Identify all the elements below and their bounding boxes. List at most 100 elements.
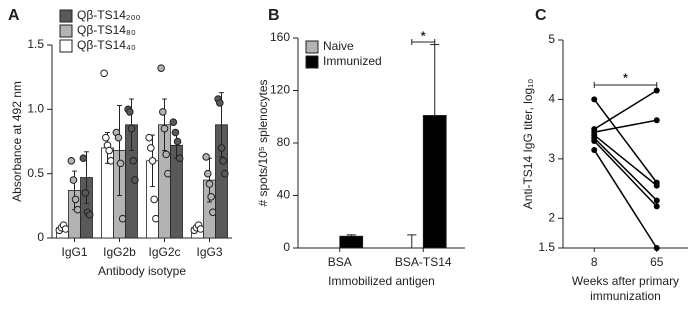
data-point: [217, 144, 226, 152]
x-tick-label: IgG2c: [148, 245, 180, 259]
line: [593, 89, 658, 130]
significance-label: *: [421, 29, 426, 43]
data-point: [126, 108, 134, 116]
x-tick-label: IgG2b: [103, 245, 136, 259]
y-tick-label: 0: [37, 230, 44, 244]
legend-label: Naive: [323, 39, 354, 53]
y-tick-label: 1.0: [27, 102, 44, 116]
data-point: [127, 124, 136, 133]
y-tick-label: 0.5: [27, 166, 44, 180]
line: [593, 140, 658, 207]
legend-swatch: [305, 55, 319, 69]
data-point: [100, 69, 108, 78]
data-point: [169, 118, 178, 126]
bar: [422, 115, 447, 249]
data-point: [105, 146, 113, 155]
line: [593, 134, 658, 187]
data-point: [81, 189, 90, 197]
bar: [339, 235, 364, 249]
y-tick-label: 4: [548, 92, 555, 106]
data-point: [73, 205, 82, 214]
data-point: [653, 87, 660, 94]
data-point: [118, 214, 127, 223]
y-axis-label: # spots/10⁵ splenocytes: [256, 79, 270, 206]
data-point: [116, 159, 125, 168]
x-axis-label: Weeks after primary: [572, 274, 679, 288]
legend-swatch: [305, 40, 319, 54]
legend-swatch: [59, 9, 73, 23]
y-axis-label: Anti-TS14 IgG titer, log₁₀: [521, 79, 535, 209]
y-tick-label: 5: [548, 32, 555, 46]
data-point: [102, 133, 110, 142]
data-point: [221, 169, 229, 178]
y-tick-label: 120: [270, 83, 290, 97]
data-point: [171, 128, 180, 137]
data-point: [147, 144, 155, 152]
x-axis-label: Antibody isotype: [98, 264, 186, 278]
data-point: [71, 195, 80, 204]
data-point: [148, 157, 157, 165]
legend-swatch: [59, 39, 73, 53]
data-point: [145, 133, 153, 142]
data-point: [653, 203, 660, 210]
panel-label: C: [535, 7, 547, 24]
y-tick-label: 1.5: [538, 240, 555, 254]
y-tick-label: 160: [270, 30, 290, 44]
y-tick-label: 40: [277, 188, 291, 202]
data-point: [653, 245, 660, 251]
data-point: [129, 157, 137, 165]
panel-label: A: [8, 7, 20, 24]
data-point: [67, 157, 76, 165]
data-point: [653, 182, 660, 189]
data-point: [591, 146, 598, 153]
data-point: [79, 154, 88, 163]
data-point: [653, 117, 660, 124]
x-axis-label: immunization: [590, 289, 661, 303]
y-tick-label: 2: [548, 210, 555, 224]
legend-label: Qβ-TS14₂₀₀: [77, 8, 141, 22]
line: [593, 137, 658, 201]
x-tick-label: IgG1: [61, 245, 87, 259]
data-point: [61, 225, 70, 233]
data-point: [205, 180, 214, 188]
data-point: [591, 96, 598, 103]
data-point: [202, 153, 210, 161]
line: [593, 98, 658, 184]
data-point: [204, 169, 212, 178]
x-tick-label: BSA-TS14: [395, 255, 452, 269]
y-axis-label: Absorbance at 492 nm: [10, 81, 24, 202]
significance-label: *: [623, 71, 628, 85]
data-point: [69, 176, 78, 184]
y-tick-label: 1.5: [27, 37, 44, 51]
legend-label: Immunized: [323, 54, 382, 68]
data-point: [653, 197, 660, 204]
data-point: [85, 211, 94, 219]
data-point: [173, 137, 182, 146]
data-point: [131, 176, 139, 184]
data-point: [591, 138, 598, 145]
data-point: [160, 124, 169, 133]
legend-label: Qβ-TS14₈₀: [77, 23, 136, 37]
data-point: [175, 154, 184, 163]
x-tick-label: IgG3: [196, 245, 222, 259]
data-point: [114, 133, 123, 142]
data-point: [150, 195, 158, 204]
x-tick-label: 65: [650, 255, 664, 269]
legend-label: Qβ-TS14₄₀: [77, 38, 136, 52]
data-point: [219, 157, 227, 165]
y-tick-label: 3: [548, 151, 555, 165]
legend-swatch: [59, 24, 73, 38]
data-point: [159, 108, 167, 116]
data-point: [216, 99, 224, 107]
data-point: [157, 64, 165, 72]
data-point: [162, 150, 170, 159]
x-tick-label: BSA: [328, 255, 352, 269]
panel-label: B: [268, 7, 280, 24]
x-axis-label: Immobilized antigen: [328, 274, 435, 288]
line: [594, 119, 657, 133]
y-tick-label: 80: [277, 135, 291, 149]
data-point: [196, 225, 205, 233]
y-tick-label: 0: [283, 240, 290, 254]
data-point: [207, 193, 215, 201]
